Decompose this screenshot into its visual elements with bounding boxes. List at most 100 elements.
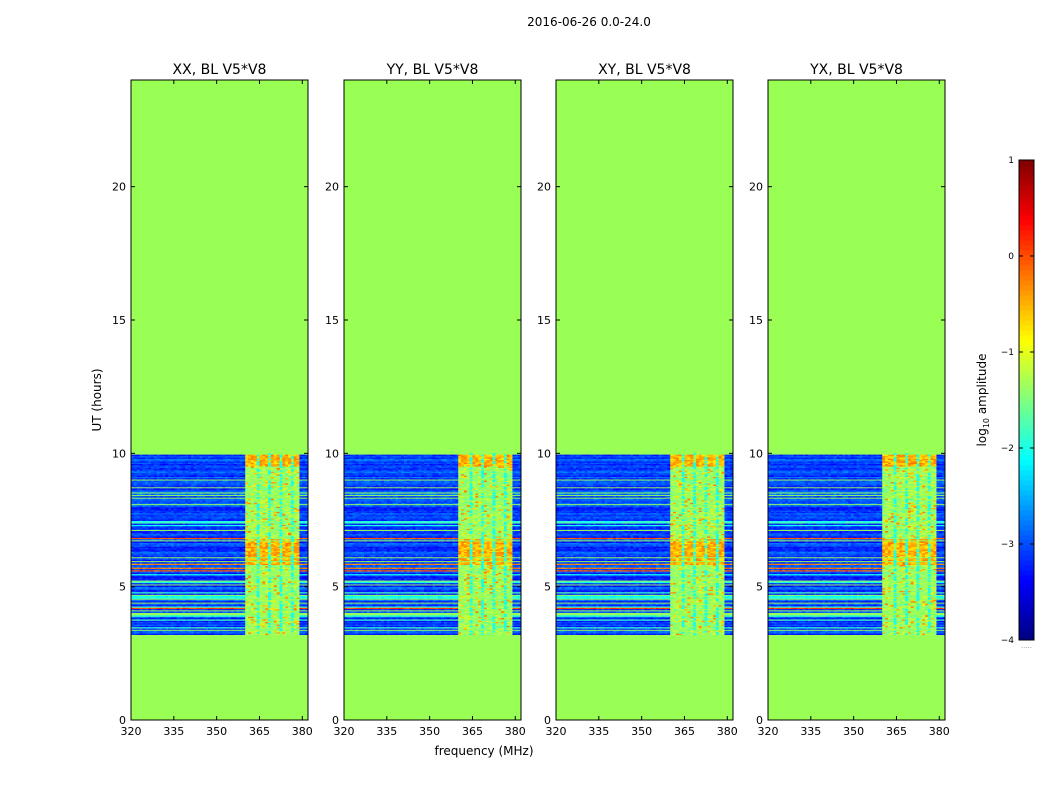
heatmap-cell (157, 611, 160, 613)
heatmap-cell (231, 611, 234, 613)
heatmap-cell (254, 631, 257, 633)
heatmap-cell (171, 611, 174, 613)
heatmap-cell (214, 631, 217, 633)
heatmap-cell (202, 615, 205, 617)
heatmap-cell (297, 615, 300, 617)
heatmap-cell (265, 615, 268, 617)
heatmap-cell (197, 631, 200, 633)
heatmap-cell (202, 611, 205, 613)
heatmap-cell (239, 615, 242, 617)
heatmap-cell (148, 611, 151, 613)
heatmap-cell (225, 615, 228, 617)
heatmap-cell (285, 615, 288, 617)
heatmap-cell (291, 609, 294, 611)
heatmap-cell (248, 615, 251, 617)
heatmap-cell (274, 611, 277, 613)
heatmap-cell (225, 631, 228, 633)
heatmap-cell (277, 631, 280, 633)
heatmap-cell (231, 615, 234, 617)
heatmap-cell (200, 611, 203, 613)
heatmap-cell (185, 611, 188, 613)
heatmap-cell (262, 615, 265, 617)
heatmap-cell (137, 615, 140, 617)
heatmap-cell (291, 613, 294, 615)
heatmap-cell (225, 611, 228, 613)
heatmap-cell (154, 611, 157, 613)
heatmap-cell (245, 611, 248, 613)
heatmap-cell (140, 631, 143, 633)
heatmap-cell (274, 615, 277, 617)
heatmap-cell (259, 615, 262, 617)
heatmap-cell (165, 615, 168, 617)
heatmap-cell (148, 631, 151, 633)
heatmap-cell (257, 613, 260, 615)
heatmap-cell (299, 631, 302, 633)
heatmap-cell (279, 623, 282, 625)
heatmap-cell (259, 611, 262, 613)
heatmap-cell (185, 631, 188, 633)
x-axis-label: frequency (MHz) (434, 744, 533, 758)
heatmap-cell (271, 631, 274, 633)
heatmap-cell (237, 631, 240, 633)
heatmap-cell (268, 619, 271, 621)
heatmap-cell (248, 631, 251, 633)
heatmap-cell (197, 615, 200, 617)
heatmap-cell (282, 611, 285, 613)
heatmap-cell (291, 631, 294, 633)
heatmap-cell (191, 615, 194, 617)
heatmap-cell (251, 631, 254, 633)
heatmap-cell (239, 611, 242, 613)
heatmap-cell (302, 611, 305, 613)
heatmap-cell (154, 631, 157, 633)
heatmap-cell (180, 631, 183, 633)
heatmap-cell (134, 615, 137, 617)
heatmap-cell (188, 631, 191, 633)
heatmap-cell (231, 631, 234, 633)
heatmap-cell (157, 615, 160, 617)
heatmap-cell (262, 611, 265, 613)
heatmap-cell (277, 611, 280, 613)
heatmap-cell (291, 628, 294, 630)
heatmap-cell (134, 631, 137, 633)
heatmap-cell (220, 631, 223, 633)
heatmap-cell (197, 611, 200, 613)
heatmap-cell (162, 631, 165, 633)
heatmap-cell (297, 611, 300, 613)
heatmap-cell (137, 611, 140, 613)
heatmap-cell (177, 631, 180, 633)
heatmap-cell (174, 615, 177, 617)
heatmap-cell (222, 615, 225, 617)
heatmap-cell (234, 611, 237, 613)
heatmap-cell (142, 611, 145, 613)
heatmap-cell (211, 615, 214, 617)
heatmap-cell (239, 631, 242, 633)
heatmap-cell (248, 611, 251, 613)
heatmap-cell (160, 615, 163, 617)
heatmap-cell (220, 615, 223, 617)
heatmap-cell (277, 615, 280, 617)
heatmap-cell (254, 615, 257, 617)
heatmap-cell (137, 631, 140, 633)
heatmap-cell (140, 611, 143, 613)
heatmap-cell (142, 631, 145, 633)
heatmap-cell (194, 631, 197, 633)
heatmap-cell (162, 615, 165, 617)
heatmap-cell (211, 611, 214, 613)
heatmap-cell (182, 631, 185, 633)
heatmap-cell (182, 611, 185, 613)
heatmap-cell (191, 631, 194, 633)
heatmap-cell (202, 631, 205, 633)
heatmap-cell (222, 631, 225, 633)
heatmap-cell (208, 611, 211, 613)
heatmap-cell (145, 611, 148, 613)
heatmap-cell (274, 631, 277, 633)
heatmap-cell (271, 615, 274, 617)
heatmap-cell (251, 615, 254, 617)
heatmap-cell (214, 615, 217, 617)
heatmap-cell (294, 615, 297, 617)
heatmap-cell (257, 615, 260, 617)
heatmap-cell (262, 631, 265, 633)
heatmap-cell (214, 611, 217, 613)
heatmap-cell (228, 631, 231, 633)
